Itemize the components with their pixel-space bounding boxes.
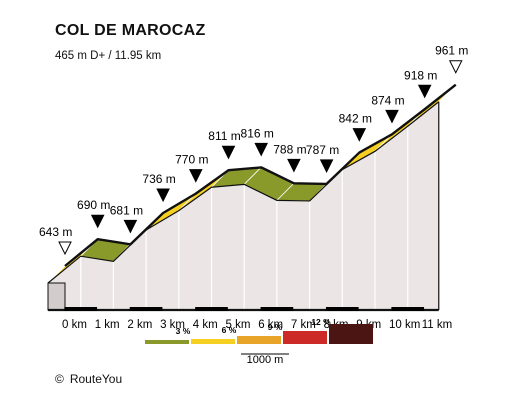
x-tick-label: 3 km <box>160 319 185 331</box>
gradient-legend: 3 % 6 % 9 % 12 % 1000 m <box>145 317 373 366</box>
elevation-label: 816 m <box>241 126 274 140</box>
elevation-marker <box>58 241 72 256</box>
x-tick-label: 0 km <box>62 319 87 331</box>
elevation-marker <box>352 128 367 142</box>
credit: © RouteYou <box>55 372 122 386</box>
elevation-label: 787 m <box>306 143 339 157</box>
elevation-marker <box>254 142 269 157</box>
elevation-marker <box>123 219 138 234</box>
elevation-label: 918 m <box>404 68 437 82</box>
legend-swatch <box>237 336 281 344</box>
base-left-face <box>47 282 66 311</box>
elevation-marker <box>385 109 399 124</box>
elevation-marker <box>90 214 105 229</box>
credit-text: RouteYou <box>69 372 123 386</box>
elevation-marker <box>448 60 463 74</box>
legend-label: 12 % <box>311 317 331 327</box>
elevation-marker <box>156 188 170 203</box>
copyright-icon: © <box>55 372 64 386</box>
x-tick-label: 6 km <box>258 319 283 331</box>
x-tick-label: 10 km <box>389 319 420 331</box>
profile-front-edge <box>47 101 440 284</box>
legend-swatch <box>191 339 235 344</box>
x-tick-label: 1 km <box>95 319 120 331</box>
elevation-marker <box>221 145 236 160</box>
elevation-label: 643 m <box>39 225 72 239</box>
chart-title: COL DE MAROCAZ <box>55 22 206 39</box>
legend-swatch <box>283 331 327 344</box>
x-tick-label: 5 km <box>226 319 251 331</box>
x-tick-label: 2 km <box>127 319 152 331</box>
elevation-marker <box>188 169 203 183</box>
elevation-label: 736 m <box>142 172 175 186</box>
legend-label: 3 % <box>176 326 191 336</box>
legend-swatch <box>329 324 373 344</box>
elevation-label: 681 m <box>110 203 143 217</box>
x-tick-label: 7 km <box>291 319 316 331</box>
legend-swatch <box>145 340 189 344</box>
elevation-label: 961 m <box>435 44 468 58</box>
chart-subtitle: 465 m D+ / 11.95 km <box>55 50 162 62</box>
x-tick-label: 11 km <box>422 319 452 331</box>
elevation-label: 788 m <box>273 142 306 156</box>
elevation-label: 874 m <box>371 93 404 107</box>
elevation-label: 811 m <box>208 129 240 143</box>
x-tick-label: 4 km <box>193 319 218 331</box>
elevation-marker <box>319 159 334 174</box>
elevation-marker <box>417 84 432 99</box>
legend-label: 9 % <box>268 322 283 332</box>
elevation-label: 842 m <box>339 112 372 126</box>
scale-label: 1000 m <box>247 354 284 366</box>
legend-label: 6 % <box>222 325 237 335</box>
elevation-label: 690 m <box>77 198 110 212</box>
elevation-marker <box>287 158 301 173</box>
elevation-label: 770 m <box>175 153 208 167</box>
